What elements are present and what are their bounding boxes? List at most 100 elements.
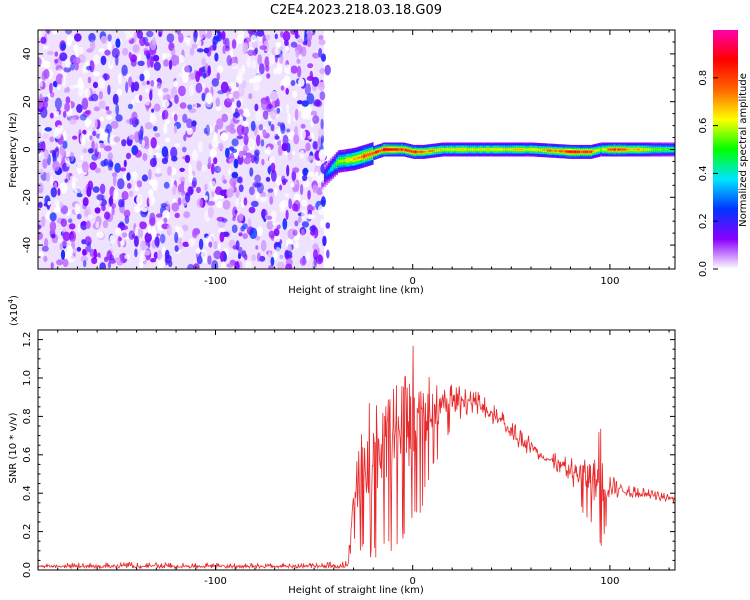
noise-speckle — [272, 221, 280, 226]
ridge-cell — [544, 149, 548, 152]
noise-speckle — [38, 231, 44, 240]
noise-speckle — [204, 183, 208, 192]
noise-speckle — [247, 30, 255, 35]
noise-speckle — [239, 213, 244, 222]
ridge-cell — [513, 148, 516, 151]
noise-speckle — [265, 34, 271, 41]
noise-speckle — [283, 75, 291, 87]
noise-speckle — [176, 226, 184, 238]
noise-speckle — [320, 118, 324, 130]
noise-speckle — [177, 183, 185, 193]
noise-speckle — [269, 107, 278, 120]
noise-speckle — [76, 104, 83, 113]
noise-speckle — [256, 226, 263, 237]
noise-speckle — [92, 186, 100, 193]
noise-speckle — [115, 38, 121, 48]
noise-speckle — [267, 188, 274, 193]
noise-speckle — [42, 100, 49, 109]
noise-speckle — [213, 131, 218, 142]
noise-speckle — [284, 250, 293, 258]
noise-speckle — [260, 240, 267, 252]
noise-speckle — [255, 191, 260, 200]
noise-speckle — [119, 221, 124, 227]
noise-speckle — [274, 135, 280, 140]
ridge-cell — [537, 149, 540, 151]
noise-speckle — [136, 194, 143, 206]
y-tick-label: 1.2 — [22, 332, 33, 348]
noise-speckle — [288, 198, 292, 209]
noise-speckle — [195, 82, 203, 94]
ridge-cell — [560, 150, 563, 153]
noise-speckle — [213, 240, 218, 250]
noise-speckle — [192, 177, 197, 188]
noise-speckle — [76, 162, 83, 174]
noise-speckle — [42, 158, 48, 169]
noise-speckle — [41, 215, 46, 228]
noise-speckle — [307, 171, 314, 177]
ridge-cell — [580, 151, 583, 153]
noise-speckle — [326, 249, 330, 259]
ridge-cell — [546, 149, 550, 152]
noise-speckle — [192, 228, 201, 235]
noise-speckle — [280, 199, 289, 208]
noise-speckle — [300, 184, 304, 196]
noise-speckle — [76, 246, 82, 252]
ridge-cell — [375, 151, 378, 154]
ridge-cell — [651, 148, 654, 151]
ridge-cell — [485, 148, 488, 151]
noise-speckle — [152, 36, 156, 46]
noise-speckle — [85, 119, 92, 125]
ridge-cell — [408, 150, 412, 152]
noise-speckle — [44, 127, 52, 132]
ridge-cell — [353, 157, 356, 161]
noise-speckle — [154, 236, 160, 247]
noise-speckle — [307, 135, 316, 140]
noise-speckle — [52, 160, 60, 172]
noise-speckle — [196, 198, 204, 208]
noise-speckle — [119, 254, 123, 260]
ridge-cell — [395, 148, 398, 151]
noise-speckle — [52, 30, 58, 35]
noise-speckle — [318, 149, 327, 161]
ridge-cell — [495, 148, 498, 151]
noise-speckle — [89, 161, 97, 171]
noise-speckle — [236, 100, 241, 108]
noise-speckle — [291, 170, 297, 182]
noise-speckle — [125, 81, 129, 94]
ridge-cell — [645, 148, 648, 151]
noise-speckle — [312, 141, 318, 150]
ridge-cell — [641, 148, 644, 151]
noise-speckle — [163, 217, 168, 223]
noise-speckle — [164, 149, 169, 161]
noise-speckle — [250, 35, 257, 43]
noise-speckle — [129, 117, 133, 126]
noise-speckle — [318, 39, 326, 46]
noise-speckle — [290, 41, 298, 48]
noise-speckle — [65, 58, 71, 69]
noise-speckle — [237, 253, 242, 260]
noise-speckle — [262, 110, 269, 120]
noise-speckle — [232, 112, 241, 118]
noise-speckle — [173, 113, 178, 122]
noise-speckle — [221, 30, 226, 40]
noise-speckle — [251, 60, 256, 69]
ridge-cell — [578, 151, 581, 153]
noise-speckle — [229, 177, 237, 187]
ridge-cell — [471, 148, 475, 151]
noise-speckle — [279, 53, 284, 65]
noise-speckle — [259, 196, 267, 203]
noise-speckle — [322, 235, 327, 247]
ridge-cell — [554, 150, 557, 152]
noise-speckle — [186, 118, 193, 129]
noise-speckle — [236, 176, 243, 183]
noise-speckle — [284, 193, 290, 198]
noise-speckle — [122, 47, 129, 56]
noise-speckle — [243, 197, 248, 206]
noise-speckle — [251, 254, 257, 262]
noise-speckle — [121, 225, 129, 231]
noise-speckle — [321, 186, 328, 194]
ridge-cell — [609, 148, 613, 151]
noise-speckle — [261, 158, 265, 166]
ridge-cell — [574, 151, 577, 153]
ridge-cell — [667, 148, 670, 151]
